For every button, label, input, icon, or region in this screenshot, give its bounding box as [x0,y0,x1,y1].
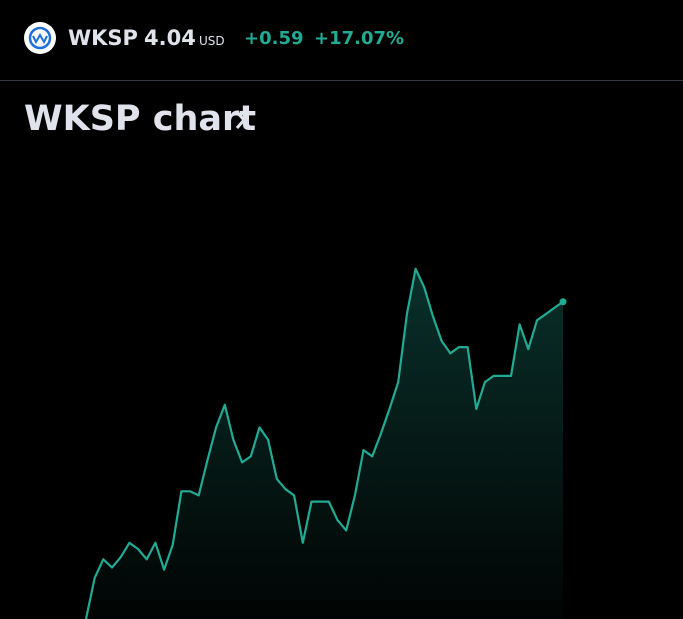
chevron [235,111,246,129]
logo[interactable] [24,22,56,54]
change-percent: +17.07% [314,28,404,49]
chart-link[interactable]: WKSP chart [24,99,256,139]
chart-title[interactable]: WKSP chart [24,99,256,139]
symbol[interactable]: WKSP [68,26,138,50]
price: 4.04 [144,26,196,50]
area [86,268,563,619]
currency: USD [199,34,225,48]
last-point [559,298,567,306]
logo-circle [24,22,56,54]
line [84,267,564,619]
change: +0.59 [244,28,304,49]
logo-mark [32,32,48,45]
plot [84,267,567,619]
logo-ring [28,26,52,50]
